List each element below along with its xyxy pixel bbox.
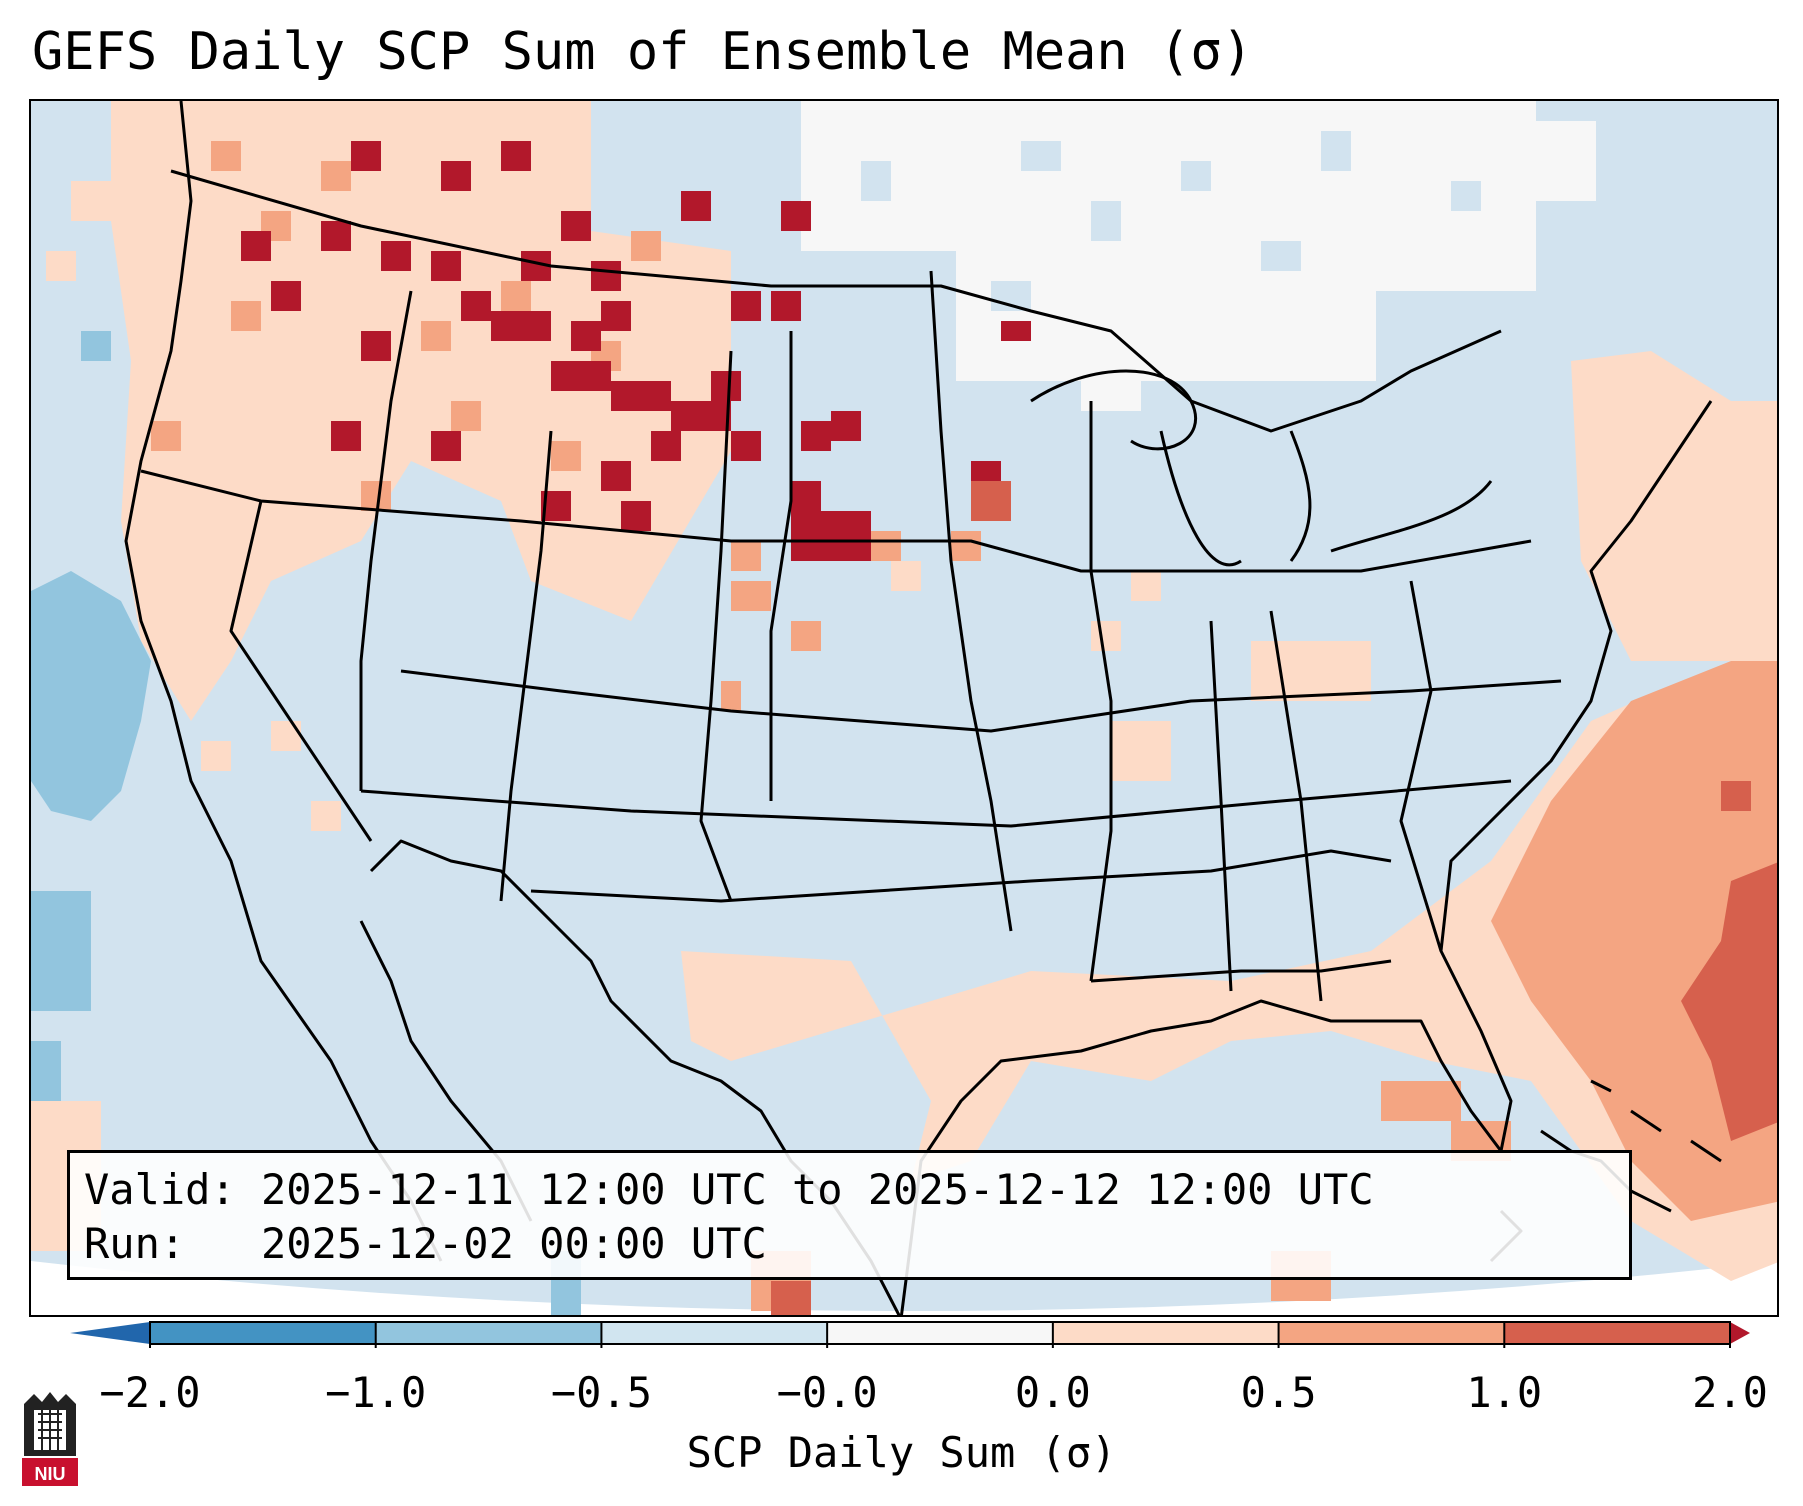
colorbar-tick-label: −1.0 [325,1368,427,1417]
projection-edge [31,1261,1777,1315]
eastern-pacific-negative-region [31,331,581,1315]
map-title: GEFS Daily SCP Sum of Ensemble Mean (σ) [32,22,1253,82]
canada-light-blue-speckle [861,131,1481,311]
colorbar-bins [150,1322,1731,1344]
colorbar-bin [1504,1322,1731,1344]
colorbar-tick-label: −0.0 [776,1368,878,1417]
northern-rockies-strong-positive-region [241,141,1031,531]
colorbar-tick-label: 1.0 [1466,1368,1543,1417]
colorbar [70,1321,1750,1348]
colorbar-tick-label: 0.0 [1014,1368,1091,1417]
valid-row: Valid: 2025-12-11 12:00 UTC to 2025-12-1… [84,1163,1629,1217]
colorbar-label: SCP Daily Sum (σ) [686,1428,1117,1477]
valid-label: Valid: [84,1165,236,1214]
logo-text: NIU [35,1464,66,1484]
canada-near-zero-region [801,101,1596,411]
colorbar-bin [375,1322,602,1344]
colorbar-bin [827,1322,1054,1344]
geographic-boundaries [124,101,1722,1315]
valid-value: 2025-12-11 12:00 UTC to 2025-12-12 12:00… [261,1165,1374,1214]
colorbar-tick-label: −2.0 [99,1368,201,1417]
niu-logo: NIU [22,1392,78,1486]
colorbar-ticks [149,1322,1731,1348]
run-row: Run: 2025-12-02 00:00 UTC [84,1217,1629,1271]
colorbar-bin [1052,1322,1280,1344]
colorbar-tick-label: 2.0 [1692,1368,1768,1417]
colorbar-under-arrow [70,1322,150,1344]
colorbar-over-arrow [1730,1322,1750,1344]
colorbar-bin [601,1322,828,1344]
central-plains-positive-region [721,481,1161,711]
colorbar-tick-label: 0.5 [1240,1368,1317,1417]
run-label: Run: [84,1219,186,1268]
validity-info-box: Valid: 2025-12-11 12:00 UTC to 2025-12-1… [67,1150,1632,1280]
colorbar-bin [1278,1322,1505,1344]
run-value: 2025-12-02 00:00 UTC [261,1219,767,1268]
western-atlantic-strong-patch [771,781,1777,1315]
colorbar-bin [150,1322,377,1344]
colorbar-tick-label: −0.5 [550,1368,652,1417]
map-panel [29,99,1779,1317]
map-canvas [31,101,1777,1315]
